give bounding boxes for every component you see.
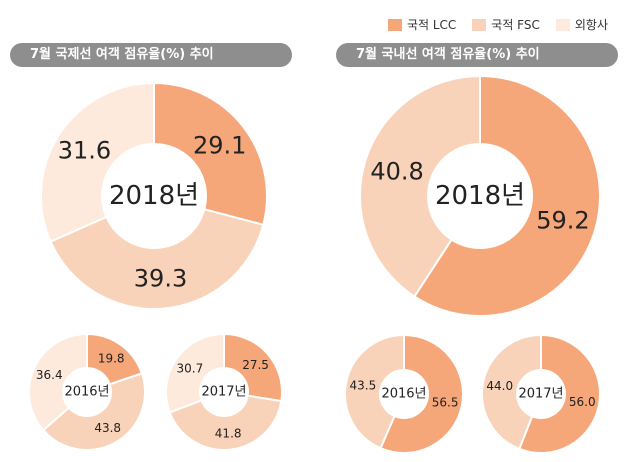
value-label-dom-2018-0: 59.2 — [536, 207, 589, 235]
donut-hole-dom-2016 — [379, 369, 429, 419]
legend-item-foreign: 외항사 — [555, 16, 608, 33]
legend-label-lcc: 국적 LCC — [406, 18, 457, 32]
center-title-intl-2017: 2017년 — [201, 385, 246, 400]
center-title-intl-2016: 2016년 — [64, 385, 109, 400]
value-label-intl-2018-2: 31.6 — [58, 137, 111, 165]
value-label-intl-2016-1: 43.8 — [94, 421, 121, 435]
donut-intl-2018: 29.1 39.3 31.6 2018년 — [40, 81, 268, 310]
value-label-intl-2017-2: 30.7 — [177, 361, 204, 375]
legend-item-fsc: 국적 FSC — [472, 16, 540, 33]
center-title-dom-2018: 2018년 — [435, 181, 525, 211]
donut-dom-2017: 56.0 44.0 2017년 — [481, 333, 601, 454]
donut-hole-intl-2018 — [101, 143, 207, 249]
value-label-dom-2016-1: 43.5 — [350, 378, 377, 392]
donut-intl-2017: 27.5 41.8 30.7 2017년 — [165, 332, 283, 451]
value-label-dom-2016-0: 56.5 — [432, 396, 459, 410]
legend-swatch-fsc — [472, 18, 487, 31]
slice-intl-2018-1 — [49, 194, 265, 310]
donut-dom-2018: 59.2 40.8 2018년 — [359, 74, 601, 317]
value-label-intl-2018-1: 39.3 — [134, 265, 187, 293]
legend-swatch-foreign — [555, 18, 570, 31]
donut-hole-dom-2017 — [516, 369, 566, 419]
value-label-dom-2017-0: 56.0 — [569, 395, 596, 409]
legend: 국적 LCC 국적 FSC 외항사 — [387, 16, 608, 33]
value-label-intl-2018-0: 29.1 — [193, 131, 246, 159]
value-label-intl-2016-0: 19.8 — [98, 351, 125, 365]
slice-dom-2017-1 — [481, 333, 542, 451]
center-title-intl-2018: 2018년 — [109, 181, 199, 211]
donut-hole-dom-2018 — [427, 143, 533, 249]
legend-label-foreign: 외항사 — [574, 18, 608, 32]
international-banner: 7월 국제선 여객 점유율(%) 추이 — [10, 43, 292, 67]
legend-item-lcc: 국적 LCC — [387, 16, 457, 33]
donut-hole-intl-2017 — [199, 367, 249, 417]
domestic-banner: 7월 국내선 여객 점유율(%) 추이 — [336, 43, 618, 67]
center-title-dom-2016: 2016년 — [381, 387, 426, 402]
slice-intl-2016-2 — [28, 332, 88, 432]
value-label-dom-2018-1: 40.8 — [370, 157, 423, 185]
legend-swatch-lcc — [387, 18, 402, 31]
center-title-dom-2017: 2017년 — [518, 387, 563, 402]
slice-dom-2016-1 — [344, 333, 405, 450]
value-label-intl-2016-2: 36.4 — [36, 368, 63, 382]
slice-intl-2017-1 — [168, 390, 283, 451]
value-label-intl-2017-0: 27.5 — [242, 358, 269, 372]
value-label-dom-2017-1: 44.0 — [486, 379, 513, 393]
slice-dom-2018-1 — [359, 74, 481, 298]
donut-dom-2016: 56.5 43.5 2016년 — [344, 333, 464, 454]
legend-label-fsc: 국적 FSC — [491, 18, 540, 32]
value-label-intl-2017-1: 41.8 — [215, 426, 242, 440]
donut-hole-intl-2016 — [62, 367, 112, 417]
